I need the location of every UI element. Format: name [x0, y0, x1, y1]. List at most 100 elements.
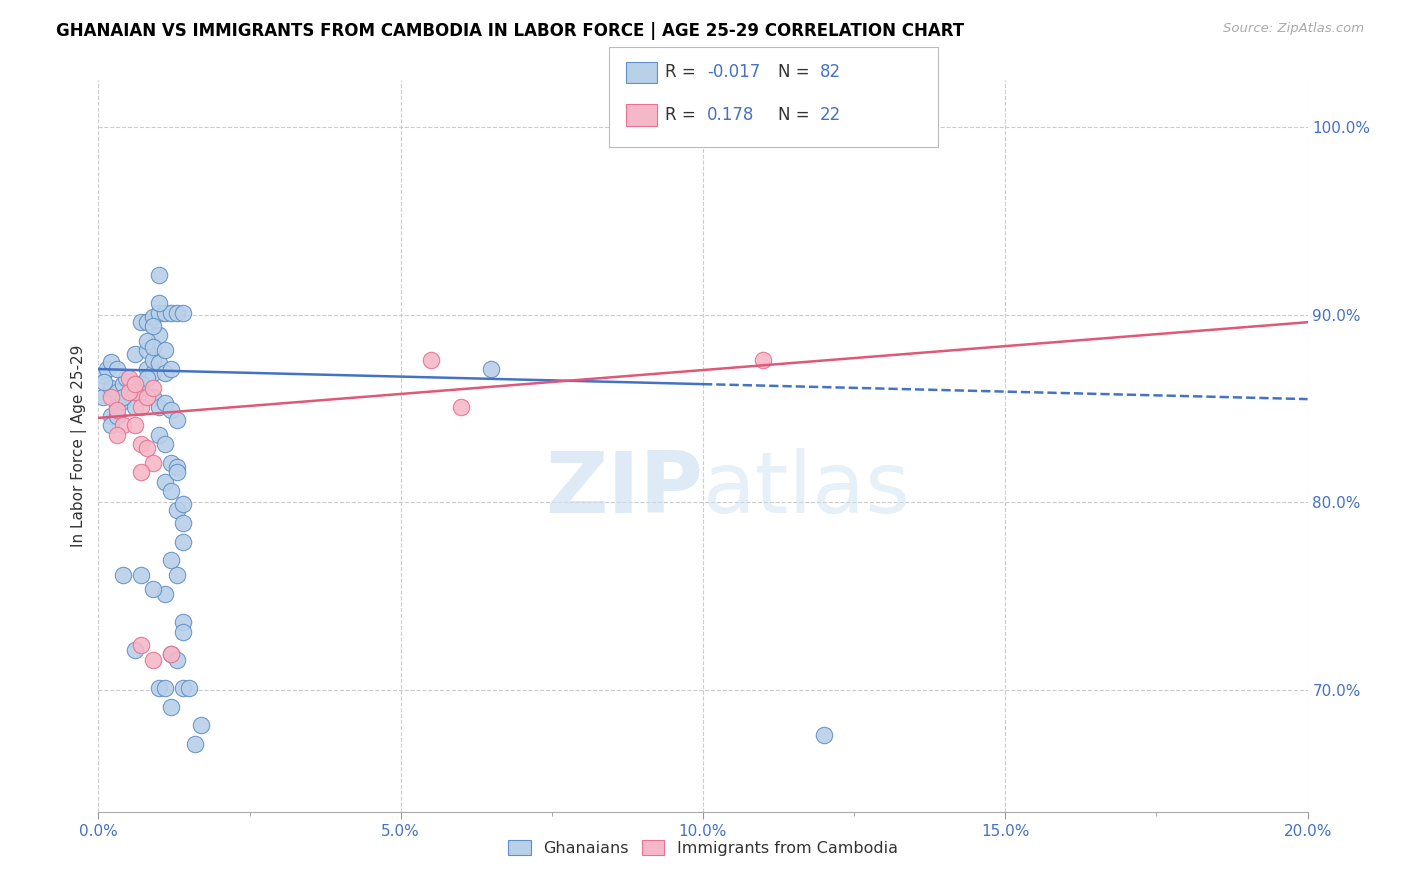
Point — [111, 390, 134, 404]
Point — [142, 366, 165, 380]
Point — [124, 400, 146, 414]
Point — [153, 396, 176, 410]
Point — [420, 352, 443, 367]
Point — [129, 638, 152, 652]
Point — [129, 315, 152, 329]
Point — [166, 568, 188, 582]
Point — [166, 653, 188, 667]
Legend: Ghanaians, Immigrants from Cambodia: Ghanaians, Immigrants from Cambodia — [502, 833, 904, 863]
Point — [142, 340, 165, 354]
Point — [166, 465, 188, 479]
Point — [148, 268, 170, 283]
Point — [142, 653, 165, 667]
Point — [135, 371, 157, 385]
Point — [93, 376, 115, 390]
Point — [105, 403, 128, 417]
Text: N =: N = — [778, 106, 814, 124]
Point — [166, 502, 188, 516]
Point — [481, 362, 503, 376]
Point — [105, 384, 128, 399]
Point — [184, 737, 207, 751]
Point — [160, 306, 183, 320]
Text: GHANAIAN VS IMMIGRANTS FROM CAMBODIA IN LABOR FORCE | AGE 25-29 CORRELATION CHAR: GHANAIAN VS IMMIGRANTS FROM CAMBODIA IN … — [56, 22, 965, 40]
Point — [129, 437, 152, 451]
Point — [114, 371, 136, 385]
Point — [166, 459, 188, 474]
Point — [100, 381, 122, 395]
Point — [153, 681, 176, 695]
Point — [166, 306, 188, 320]
Point — [142, 456, 165, 470]
Point — [91, 390, 114, 404]
Point — [135, 362, 157, 376]
Point — [148, 400, 170, 414]
Point — [105, 362, 128, 376]
Point — [129, 377, 152, 392]
Point — [142, 352, 165, 367]
Point — [160, 403, 183, 417]
Text: R =: R = — [665, 106, 702, 124]
Text: ZIP: ZIP — [546, 449, 703, 532]
Point — [118, 384, 141, 399]
Point — [172, 681, 194, 695]
Point — [172, 516, 194, 530]
Point — [153, 475, 176, 489]
Point — [172, 615, 194, 630]
Point — [153, 587, 176, 601]
Point — [179, 681, 201, 695]
Point — [166, 413, 188, 427]
Point — [752, 352, 775, 367]
Point — [100, 409, 122, 423]
Point — [135, 390, 157, 404]
Point — [96, 362, 118, 376]
Text: R =: R = — [665, 63, 702, 81]
Point — [153, 343, 176, 358]
Point — [148, 356, 170, 370]
Point — [135, 441, 157, 455]
Point — [100, 418, 122, 433]
Point — [148, 427, 170, 442]
Point — [129, 568, 152, 582]
Point — [142, 318, 165, 333]
Point — [142, 582, 165, 596]
Point — [160, 647, 183, 661]
Y-axis label: In Labor Force | Age 25-29: In Labor Force | Age 25-29 — [72, 345, 87, 547]
Point — [160, 699, 183, 714]
Point — [172, 497, 194, 511]
Point — [160, 483, 183, 498]
Point — [153, 306, 176, 320]
Point — [91, 368, 114, 382]
Point — [124, 418, 146, 433]
Point — [124, 347, 146, 361]
Point — [153, 366, 176, 380]
Point — [124, 643, 146, 657]
Point — [172, 624, 194, 639]
Point — [142, 390, 165, 404]
Point — [153, 437, 176, 451]
Point — [450, 400, 472, 414]
Point — [100, 354, 122, 368]
Point — [135, 343, 157, 358]
Text: -0.017: -0.017 — [707, 63, 761, 81]
Point — [148, 306, 170, 320]
Point — [118, 386, 141, 401]
Point — [129, 381, 152, 395]
Point — [129, 465, 152, 479]
Point — [129, 400, 152, 414]
Point — [105, 409, 128, 423]
Point — [160, 456, 183, 470]
Point — [135, 334, 157, 348]
Point — [148, 328, 170, 343]
Point — [148, 681, 170, 695]
Point — [142, 310, 165, 324]
Point — [111, 394, 134, 409]
Point — [105, 427, 128, 442]
Point — [813, 728, 835, 742]
Point — [160, 647, 183, 661]
Text: Source: ZipAtlas.com: Source: ZipAtlas.com — [1223, 22, 1364, 36]
Point — [160, 362, 183, 376]
Point — [190, 718, 212, 732]
Point — [124, 384, 146, 399]
Text: N =: N = — [778, 63, 814, 81]
Point — [100, 390, 122, 404]
